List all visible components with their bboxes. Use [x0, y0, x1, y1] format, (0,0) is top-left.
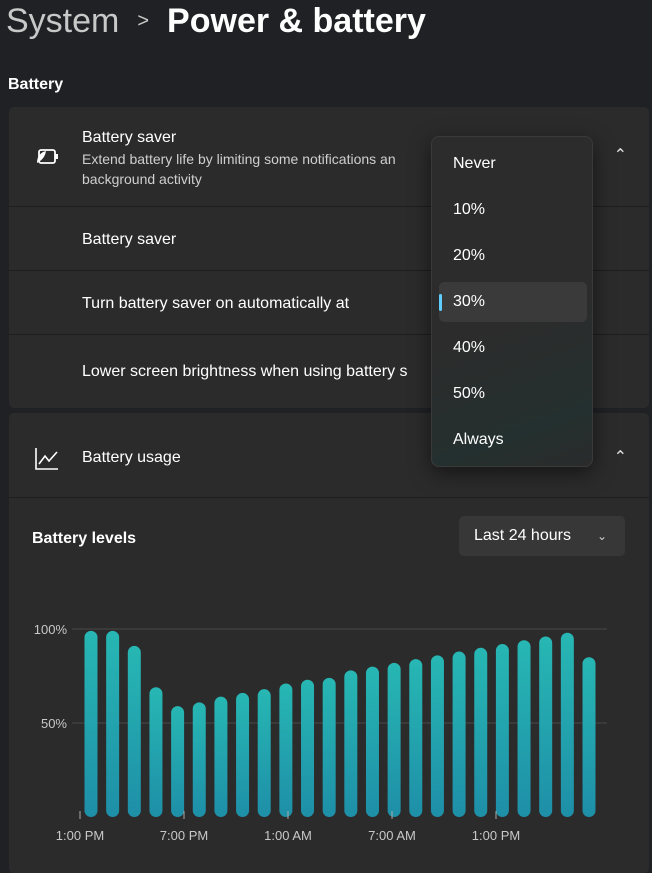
lower-brightness-row[interactable]: Lower screen brightness when using batte…	[9, 334, 649, 408]
bar	[582, 657, 596, 817]
bar	[365, 666, 379, 817]
option-50[interactable]: 50%	[453, 385, 486, 402]
option-40[interactable]: 40%	[453, 339, 486, 356]
bar	[257, 689, 271, 817]
battery-levels-chart: 100% 50% 1:00 PM 7:00 PM 1:00 AM 7:00 AM 1:00 …	[34, 622, 607, 843]
option-always[interactable]: Always	[453, 431, 504, 448]
bar	[236, 692, 250, 817]
bar	[322, 677, 336, 817]
bar	[430, 655, 444, 817]
breadcrumb: System > Power & battery	[6, 2, 426, 41]
bar	[214, 696, 228, 817]
bar	[517, 640, 531, 817]
battery-saver-title: Battery saver	[82, 129, 177, 146]
battery-usage-header[interactable]: Battery usage ⌃	[9, 413, 649, 498]
bar	[127, 645, 141, 817]
battery-saver-description-2: background activity	[82, 171, 202, 187]
bar	[279, 683, 293, 817]
chevron-up-icon[interactable]: ⌃	[613, 147, 627, 164]
row-label: Battery saver	[82, 231, 177, 248]
chevron-up-icon[interactable]: ⌃	[613, 449, 627, 466]
chart-line-icon	[35, 448, 58, 470]
bar	[495, 644, 509, 817]
bar	[344, 670, 358, 817]
bar	[560, 632, 574, 817]
bar	[474, 647, 488, 817]
breadcrumb-separator: >	[137, 10, 150, 32]
battery-saver-description: Extend battery life by limiting some not…	[82, 151, 396, 167]
bar	[409, 659, 423, 817]
row-label: Turn battery saver on automatically at	[82, 295, 350, 312]
bar	[171, 706, 185, 817]
row-label: Lower screen brightness when using batte…	[82, 363, 408, 380]
breadcrumb-parent[interactable]: System	[6, 2, 120, 40]
battery-saver-icon	[37, 149, 58, 164]
threshold-dropdown-menu[interactable]: Never 10% 20% 30% 40% 50% Always	[431, 136, 593, 467]
bar	[106, 630, 120, 817]
time-range-value: Last 24 hours	[474, 527, 571, 544]
time-range-select[interactable]: Last 24 hours ⌄	[459, 516, 625, 556]
bar	[84, 630, 98, 817]
y-tick-label: 100%	[34, 622, 68, 637]
x-tick-label: 7:00 AM	[368, 828, 416, 843]
x-tick-label: 1:00 PM	[56, 828, 104, 843]
battery-saver-toggle-row[interactable]: Battery saver	[9, 206, 649, 270]
battery-levels-title: Battery levels	[32, 530, 137, 547]
option-10[interactable]: 10%	[453, 201, 486, 218]
chevron-down-icon: ⌄	[596, 529, 607, 543]
option-never[interactable]: Never	[453, 155, 496, 172]
battery-usage-title: Battery usage	[82, 449, 181, 466]
bar	[452, 651, 466, 817]
auto-battery-saver-row[interactable]: Turn battery saver on automatically at	[9, 270, 649, 334]
x-tick-label: 1:00 AM	[264, 828, 312, 843]
option-30-selected[interactable]: 30%	[439, 282, 587, 322]
bar	[149, 687, 163, 817]
bar	[387, 662, 401, 817]
option-20[interactable]: 20%	[453, 247, 486, 264]
x-tick-label: 1:00 PM	[472, 828, 520, 843]
bar	[539, 636, 553, 817]
section-title: Battery	[8, 76, 64, 93]
y-tick-label: 50%	[41, 716, 67, 731]
bar	[192, 702, 206, 817]
battery-saver-header[interactable]: Battery saver Extend battery life by lim…	[9, 107, 649, 206]
x-tick-label: 7:00 PM	[160, 828, 208, 843]
bar	[301, 679, 315, 817]
page-title: Power & battery	[167, 2, 426, 40]
